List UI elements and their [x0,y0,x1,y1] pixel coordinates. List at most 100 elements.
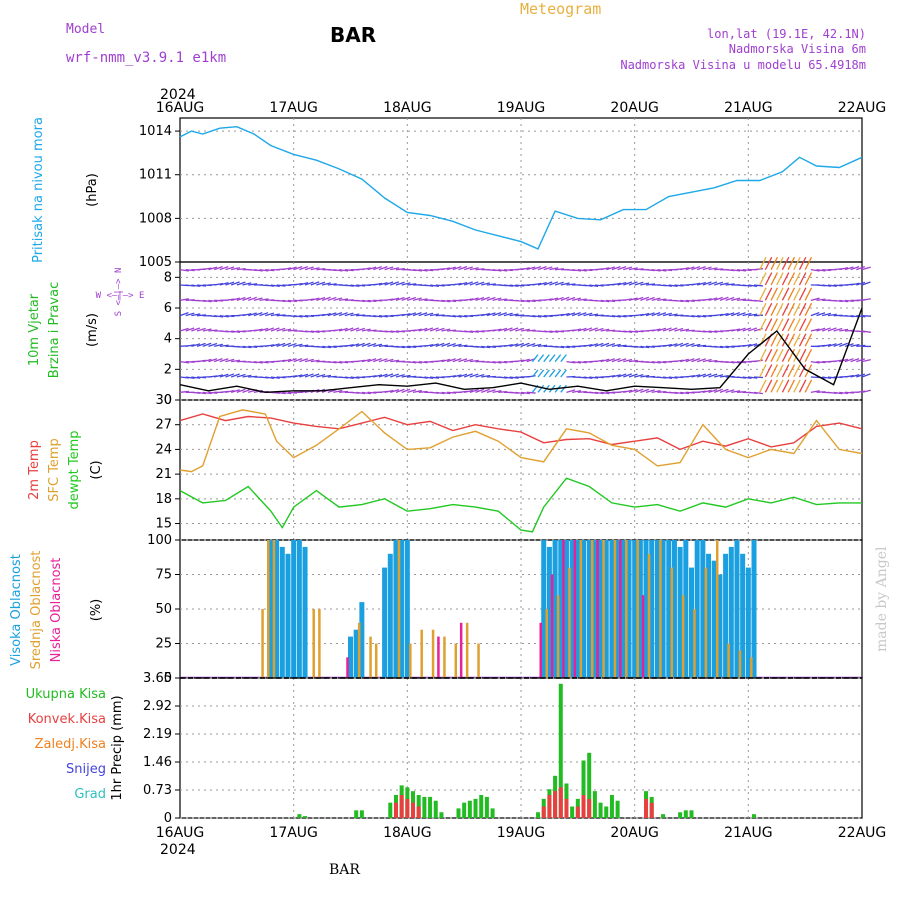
wind-arrow [463,281,473,286]
wind-arrow [202,267,212,271]
cloud-bar [723,553,729,678]
cloud-bar [393,540,399,678]
wind-arrow [236,296,246,301]
cloud-bar [579,540,583,678]
wind-arrow [202,358,212,363]
wind-arrow [412,328,422,332]
wind-arrow [685,374,695,378]
wind-arrow [731,269,741,272]
wind-arrow [407,345,417,348]
wind-arrow [804,272,813,286]
wind-arrow [776,256,784,270]
precip-bar [428,796,433,818]
wind-arrow [424,284,434,287]
wind-arrow [725,312,735,317]
wind-arrow [395,281,405,286]
wind-arrow [412,269,423,272]
wind-arrow [481,374,491,378]
x-tick-label-top: 16AUG [156,100,205,116]
wind-arrow [708,281,718,286]
y-tick-label: 2.19 [143,727,172,742]
wind-arrow [560,312,570,317]
wind-arrow [401,312,411,317]
wind-arrow [373,282,383,286]
wind-arrow [429,284,440,287]
wind-arrow [219,282,229,286]
precip-bar [587,798,592,818]
wind-arrow [242,313,252,317]
cloud-bar [268,540,274,678]
wind-arrow [435,391,445,395]
wind-arrow [191,376,201,379]
wind-arrow [787,348,796,362]
wind-arrow [702,298,712,301]
wind-arrow [515,359,525,363]
cloud-bar [573,540,577,678]
wind-arrow [770,318,778,332]
wind-arrow [696,266,706,271]
wind-arrow [191,343,201,347]
station-title: BAR [330,23,376,47]
precip-bar [547,794,552,818]
precip-bar [297,814,302,818]
wind-arrow [475,330,485,333]
wind-arrow [282,299,292,303]
wind-arrow [242,282,252,286]
wind-arrow [787,256,796,270]
wind-arrow [731,311,740,317]
wind-arrow [572,328,582,332]
temp-line-0 [179,413,863,451]
wind-arrow [549,297,559,301]
wind-arrow [572,361,582,364]
cloud-bar [689,567,694,678]
wind-arrow [247,296,257,301]
wind-arrow [793,333,801,347]
wind-arrow [583,284,593,287]
wind-arrow [469,281,479,286]
wind-arrow [236,281,246,286]
x-tick-label-top: 20AUG [610,100,659,116]
wind-arrow [736,376,746,379]
wind-arrow [219,265,229,271]
wind-arrow [179,312,189,317]
wind-arrow [725,345,735,348]
wind-arrow [384,373,394,378]
wind-arrow [248,361,258,364]
wind-arrow [418,312,428,317]
wind-arrow [481,282,491,286]
wind-arrow [691,282,701,286]
wind-arrow [611,266,621,271]
wind-arrow [770,379,778,393]
wind-arrow [731,297,741,301]
wind-arrow [759,272,767,286]
wind-arrow [412,311,422,317]
model-name: wrf-nmm_v3.9.1 e1km [66,50,226,66]
wind-arrow [225,373,235,378]
wind-arrow [583,327,593,332]
wind-arrow [498,361,508,364]
wind-arrow [850,343,860,347]
wind-arrow [179,298,189,301]
precip-legend-item: Konvek.Kisa [28,712,106,727]
wind-arrow [321,296,331,301]
wind-arrow [798,364,807,378]
y-tick-label: 100 [147,533,172,548]
wind-arrow [412,361,423,364]
wind-arrow [793,318,801,332]
precip-bar [405,798,410,818]
wind-arrow [225,266,235,271]
wind-arrow [219,358,229,363]
cloud-bar [477,643,480,678]
wind-arrow [486,296,496,301]
wind-arrow [537,281,547,286]
wind-arrow [543,354,550,363]
wind-arrow [520,299,530,303]
wind-arrow [242,296,252,301]
wind-arrow [276,284,286,287]
wind-arrow [798,333,807,347]
wind-arrow [367,358,377,363]
wind-arrow [503,376,513,379]
cloud-bar [546,546,552,678]
wind-arrow [447,391,457,394]
precip-bar [587,752,592,818]
